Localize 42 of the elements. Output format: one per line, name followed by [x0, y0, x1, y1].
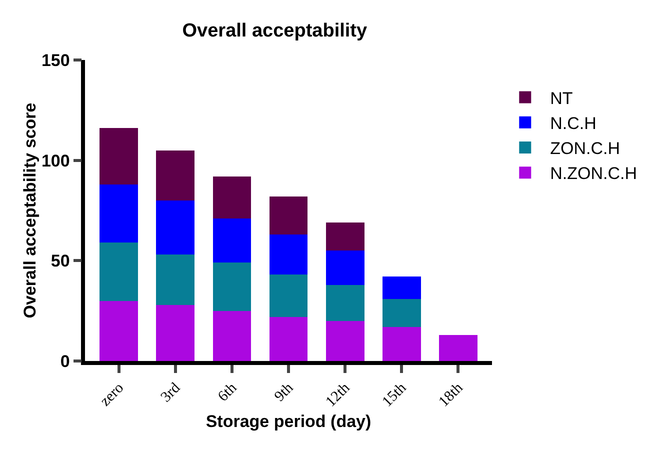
bar: [326, 284, 364, 321]
bar: [100, 128, 138, 184]
y-tick-label: 100: [41, 151, 70, 170]
bar: [100, 184, 138, 243]
x-axis-title: Storage period (day): [206, 412, 372, 432]
bar: [156, 200, 195, 255]
bar: [212, 262, 252, 311]
bar: [269, 196, 308, 235]
chart-title: Overall acceptability: [182, 20, 368, 42]
x-tick-label: zero: [97, 380, 128, 410]
bar: [382, 276, 421, 299]
x-tick-label: 15th: [380, 380, 410, 410]
bar: [269, 274, 308, 317]
bar: [156, 150, 195, 200]
bar: [269, 234, 308, 275]
bar: [326, 320, 364, 361]
bar: [326, 222, 364, 251]
x-tick-label: 3rd: [158, 380, 184, 406]
x-tick-label: 18th: [436, 380, 467, 410]
x-tick-label: 12th: [322, 380, 354, 410]
legend-label: NT: [550, 88, 573, 108]
x-tick-label: 6th: [215, 380, 240, 405]
bar: [382, 326, 421, 361]
legend-label: N.ZON.C.H: [550, 164, 638, 184]
y-axis-title: Overall acceptability score: [20, 102, 40, 318]
bar: [269, 316, 308, 361]
bar: [382, 298, 421, 327]
bar: [100, 300, 138, 361]
bar: [212, 218, 252, 263]
bar: [326, 250, 364, 285]
bar: [438, 334, 478, 361]
bar: [156, 304, 195, 361]
legend-label: N.C.H: [550, 114, 596, 134]
y-tick-label: 150: [41, 50, 70, 70]
bar: [156, 254, 195, 305]
x-tick-label: 9th: [272, 380, 297, 405]
legend-label: ZON.C.H: [550, 139, 620, 158]
bar: [212, 176, 252, 219]
y-tick-label: 50: [50, 252, 70, 271]
bar: [100, 242, 138, 301]
y-tick-label: 0: [60, 352, 70, 371]
bar: [212, 310, 252, 361]
